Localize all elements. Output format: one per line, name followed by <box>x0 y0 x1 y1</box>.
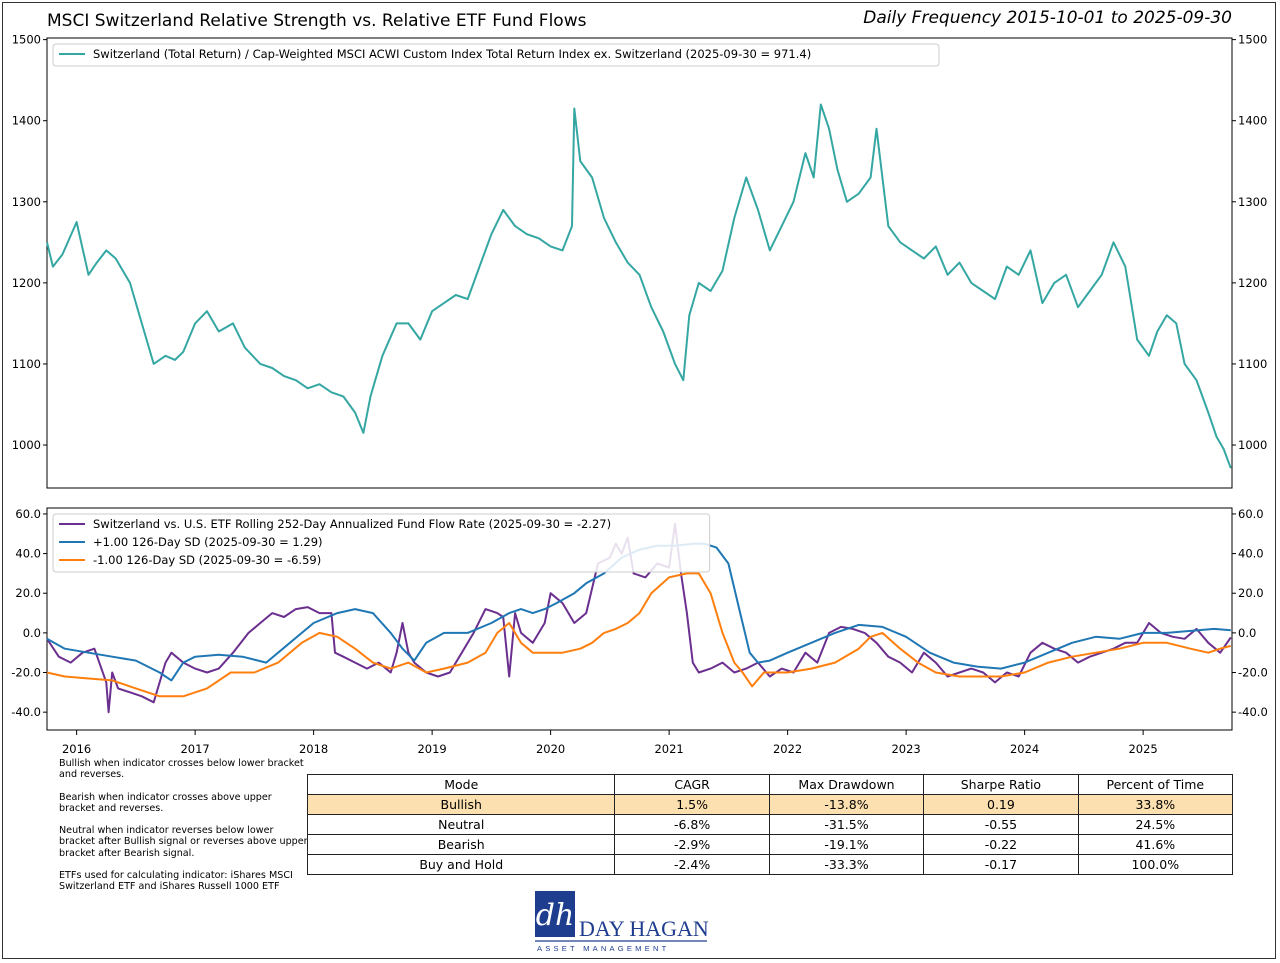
flow-ytick-label-right: 60.0 <box>1238 507 1264 521</box>
flow-axes-frame <box>46 507 1233 731</box>
table-cell: -0.22 <box>923 834 1079 855</box>
table-cell: -6.8% <box>614 814 770 835</box>
price-ytick-label-left: 1100 <box>12 357 41 371</box>
flow-legend-box <box>52 513 711 573</box>
col-percent-time: Percent of Time <box>1077 774 1234 795</box>
xtick-label: 2021 <box>654 742 683 756</box>
table-cell: -0.17 <box>923 854 1079 875</box>
xtick-label: 2025 <box>1128 742 1157 756</box>
table-row-bullish: Bullish 1.5% -13.8% 0.19 33.8% <box>306 794 1234 815</box>
flow-ytick-label-left: -20.0 <box>11 666 41 680</box>
flow-ytick-label-right: -40.0 <box>1238 705 1268 719</box>
logo-monogram-box <box>535 891 575 937</box>
table-cell: Bullish <box>306 794 616 815</box>
price-ytick-label-right: 1100 <box>1238 357 1267 371</box>
note-etfs: ETFs used for calculating indicator: iSh… <box>59 870 293 893</box>
flow-ytick-label-left: 60.0 <box>15 507 41 521</box>
price-ytick-label-right: 1500 <box>1238 33 1267 47</box>
flow-legend-label: Switzerland vs. U.S. ETF Rolling 252-Day… <box>93 517 611 531</box>
xtick-label: 2023 <box>891 742 920 756</box>
col-cagr: CAGR <box>614 774 770 795</box>
table-cell: -13.8% <box>768 794 925 815</box>
table-cell: 1.5% <box>614 794 770 815</box>
xtick-label: 2016 <box>62 742 91 756</box>
price-ytick-label-right: 1200 <box>1238 276 1267 290</box>
logo-monogram: dh <box>536 898 575 933</box>
price-ytick-label-left: 1200 <box>12 276 41 290</box>
xtick-label: 2020 <box>536 742 565 756</box>
table-row-buy-and-hold: Buy and Hold -2.4% -33.3% -0.17 100.0% <box>306 854 1234 875</box>
col-mode: Mode <box>306 774 616 795</box>
note-bullish: Bullish when indicator crosses below low… <box>59 758 304 781</box>
flow-ytick-label-left: -40.0 <box>11 705 41 719</box>
table-cell: -0.55 <box>923 814 1079 835</box>
table-cell: 33.8% <box>1077 794 1234 815</box>
note-neutral: Neutral when indicator reverses below lo… <box>59 825 308 859</box>
flow-ytick-label-left: 40.0 <box>15 547 41 561</box>
table-cell: -33.3% <box>768 854 925 875</box>
table-header-row: Mode CAGR Max Drawdown Sharpe Ratio Perc… <box>306 774 1234 795</box>
table-cell: 41.6% <box>1077 834 1234 855</box>
col-max-drawdown: Max Drawdown <box>768 774 925 795</box>
price-ytick-label-right: 1400 <box>1238 114 1267 128</box>
performance-table: Mode CAGR Max Drawdown Sharpe Ratio Perc… <box>306 774 1234 875</box>
logo-tagline: ASSET MANAGEMENT <box>537 944 670 953</box>
table-cell: -31.5% <box>768 814 925 835</box>
signal-notes: Bullish when indicator crosses below low… <box>59 758 309 904</box>
table-cell: -2.9% <box>614 834 770 855</box>
xtick-label: 2019 <box>417 742 446 756</box>
xtick-label: 2024 <box>1010 742 1039 756</box>
flow-ytick-label-left: 0.0 <box>23 626 41 640</box>
flow-legend-label: -1.00 126-Day SD (2025-09-30 = -6.59) <box>93 553 321 567</box>
price-ytick-label-left: 1000 <box>12 438 41 452</box>
price-ytick-label-right: 1000 <box>1238 438 1267 452</box>
flow-ytick-label-right: 20.0 <box>1238 586 1264 600</box>
table-cell: -19.1% <box>768 834 925 855</box>
table-row-neutral: Neutral -6.8% -31.5% -0.55 24.5% <box>306 814 1234 835</box>
price-ytick-label-right: 1300 <box>1238 195 1267 209</box>
table-cell: Buy and Hold <box>306 854 616 875</box>
day-hagan-logo: dh DAY HAGAN ASSET MANAGEMENT <box>535 891 709 953</box>
table-cell: Neutral <box>306 814 616 835</box>
table-cell: -2.4% <box>614 854 770 875</box>
xtick-label: 2017 <box>180 742 209 756</box>
flow-ytick-label-right: 0.0 <box>1238 626 1256 640</box>
flow-ytick-label-left: 20.0 <box>15 586 41 600</box>
flow-series-line-2 <box>46 572 1232 698</box>
flow-ytick-label-right: 40.0 <box>1238 547 1264 561</box>
table-cell: Bearish <box>306 834 616 855</box>
xtick-label: 2022 <box>773 742 802 756</box>
price-axes-frame <box>46 37 1233 489</box>
price-legend-label: Switzerland (Total Return) / Cap-Weighte… <box>93 47 811 61</box>
note-bearish: Bearish when indicator crosses above upp… <box>59 791 272 814</box>
chart-subtitle: Daily Frequency 2015-10-01 to 2025-09-30 <box>863 8 1232 28</box>
chart-title: MSCI Switzerland Relative Strength vs. R… <box>47 11 587 31</box>
table-row-bearish: Bearish -2.9% -19.1% -0.22 41.6% <box>306 834 1234 855</box>
xtick-label: 2018 <box>299 742 328 756</box>
price-ytick-label-left: 1400 <box>12 114 41 128</box>
price-series-line-0 <box>46 103 1232 469</box>
logo-name: DAY HAGAN <box>579 916 709 941</box>
price-ytick-label-left: 1300 <box>12 195 41 209</box>
table-cell: 0.19 <box>923 794 1079 815</box>
price-ytick-label-left: 1500 <box>12 33 41 47</box>
price-legend-box <box>52 43 940 67</box>
col-sharpe-ratio: Sharpe Ratio <box>923 774 1079 795</box>
table-cell: 100.0% <box>1077 854 1234 875</box>
flow-ytick-label-right: -20.0 <box>1238 666 1268 680</box>
table-cell: 24.5% <box>1077 814 1234 835</box>
flow-legend-label: +1.00 126-Day SD (2025-09-30 = 1.29) <box>93 535 323 549</box>
